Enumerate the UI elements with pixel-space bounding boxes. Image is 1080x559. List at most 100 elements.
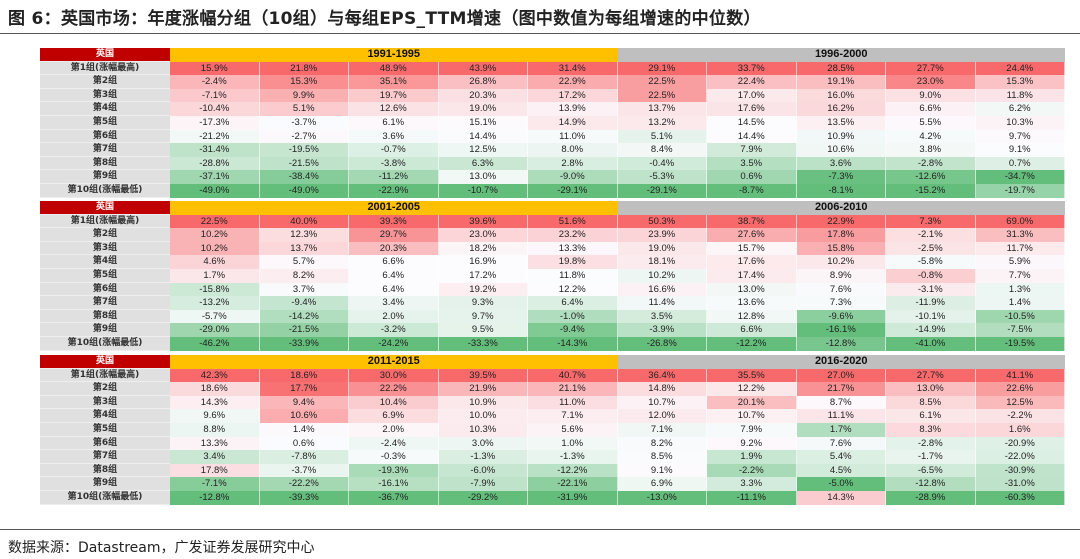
value-cell: 1.9% [707,450,797,464]
value-cell: 23.2% [528,228,618,242]
value-cell: -9.4% [528,323,618,337]
value-cell: 14.3% [796,490,886,505]
value-cell: 13.7% [259,241,349,256]
value-cell: -26.8% [617,336,707,351]
value-cell: -19.7% [975,183,1065,198]
value-cell: 19.1% [796,75,886,89]
value-cell: 19.7% [349,88,439,103]
value-cell: 6.6% [886,102,976,116]
value-cell: 1.4% [975,296,1065,310]
row-label: 第2组 [40,75,170,89]
row-label: 第1组(涨幅最高) [40,368,170,383]
value-cell: 21.9% [438,382,528,396]
value-cell: 6.9% [349,409,439,423]
value-cell: 6.6% [349,255,439,269]
value-cell: 10.2% [796,255,886,269]
value-cell: 28.5% [796,61,886,76]
value-cell: 10.0% [438,409,528,423]
value-cell: 10.6% [796,143,886,157]
value-cell: -19.5% [975,336,1065,351]
value-cell: 3.5% [707,156,797,171]
period-header: 2011-2015 [170,355,618,369]
value-cell: 1.7% [170,268,260,283]
value-cell: 1.6% [975,422,1065,437]
value-cell: 14.5% [707,115,797,130]
value-cell: -28.9% [886,490,976,505]
value-cell: -5.3% [617,170,707,184]
value-cell: 27.0% [796,368,886,383]
value-cell: -19.5% [259,143,349,157]
value-cell: 3.6% [796,156,886,171]
value-cell: -0.8% [886,268,976,283]
value-cell: -22.2% [259,477,349,491]
value-cell: 7.1% [617,422,707,437]
table-row: 第6组 -15.8% 3.7% 6.4% 19.2% 12.2% 16.6% 13.0% 7.6… [40,282,1065,297]
row-label: 第8组 [40,463,170,478]
value-cell: 8.4% [617,143,707,157]
value-cell: 9.7% [438,309,528,324]
header-row: 英国 2011-2015 2016-2020 [40,355,1065,369]
value-cell: -24.2% [349,336,439,351]
row-label: 第7组 [40,296,170,310]
value-cell: -7.8% [259,450,349,464]
value-cell: 1.0% [528,436,618,451]
value-cell: 22.9% [796,214,886,229]
value-cell: -0.4% [617,156,707,171]
value-cell: 13.6% [707,296,797,310]
value-cell: -3.9% [617,323,707,337]
value-cell: 8.2% [259,268,349,283]
value-cell: -29.0% [170,323,260,337]
value-cell: -11.1% [707,490,797,505]
value-cell: 5.6% [528,422,618,437]
value-cell: 39.6% [438,214,528,229]
value-cell: -30.9% [975,463,1065,478]
value-cell: -3.1% [886,282,976,297]
row-label: 第8组 [40,309,170,324]
value-cell: 6.4% [349,268,439,283]
value-cell: 9.1% [617,463,707,478]
value-cell: -2.8% [886,156,976,171]
table-row: 第8组 17.8% -3.7% -19.3% -6.0% -12.2% 9.1% -2.2% 4… [40,463,1065,478]
value-cell: 6.6% [707,323,797,337]
value-cell: -2.2% [975,409,1065,423]
value-cell: -46.2% [170,336,260,351]
value-cell: -1.3% [528,450,618,464]
country-header: 英国 [40,48,170,62]
value-cell: 6.9% [617,477,707,491]
row-label: 第2组 [40,382,170,396]
value-cell: -8.7% [707,183,797,198]
row-label: 第10组(涨幅最低) [40,336,170,351]
value-cell: 13.9% [528,102,618,116]
value-cell: 3.3% [707,477,797,491]
value-cell: -2.8% [886,436,976,451]
value-cell: -0.7% [349,143,439,157]
value-cell: 11.0% [528,395,618,410]
value-cell: -8.1% [796,183,886,198]
value-cell: 6.4% [528,296,618,310]
value-cell: 3.8% [886,143,976,157]
value-cell: 13.7% [617,102,707,116]
value-cell: 11.1% [796,409,886,423]
value-cell: -7.3% [796,170,886,184]
value-cell: 8.5% [617,450,707,464]
value-cell: -0.3% [349,450,439,464]
row-label: 第4组 [40,409,170,423]
table-block: 英国 2001-2005 2006-2010 第1组(涨幅最高) 22.5% 40.0% 3… [40,201,1065,351]
row-label: 第7组 [40,450,170,464]
value-cell: 5.4% [796,450,886,464]
table-row: 第9组 -29.0% -21.5% -3.2% 9.5% -9.4% -3.9% 6.6% -1… [40,323,1065,337]
value-cell: 7.1% [528,409,618,423]
value-cell: 22.5% [617,88,707,103]
value-cell: 5.1% [259,102,349,116]
value-cell: 17.2% [528,88,618,103]
value-cell: 22.9% [528,75,618,89]
value-cell: 10.9% [438,395,528,410]
value-cell: -10.5% [975,309,1065,324]
table-row: 第6组 -21.2% -2.7% 3.6% 14.4% 11.0% 5.1% 14.4% 10.… [40,129,1065,144]
value-cell: 6.2% [975,102,1065,116]
value-cell: 36.4% [617,368,707,383]
value-cell: 9.6% [170,409,260,423]
figure-title: 图 6：英国市场：年度涨幅分组（10组）与每组EPS_TTM增速（图中数值为每组… [8,9,761,29]
value-cell: 17.6% [707,102,797,116]
value-cell: 3.4% [349,296,439,310]
